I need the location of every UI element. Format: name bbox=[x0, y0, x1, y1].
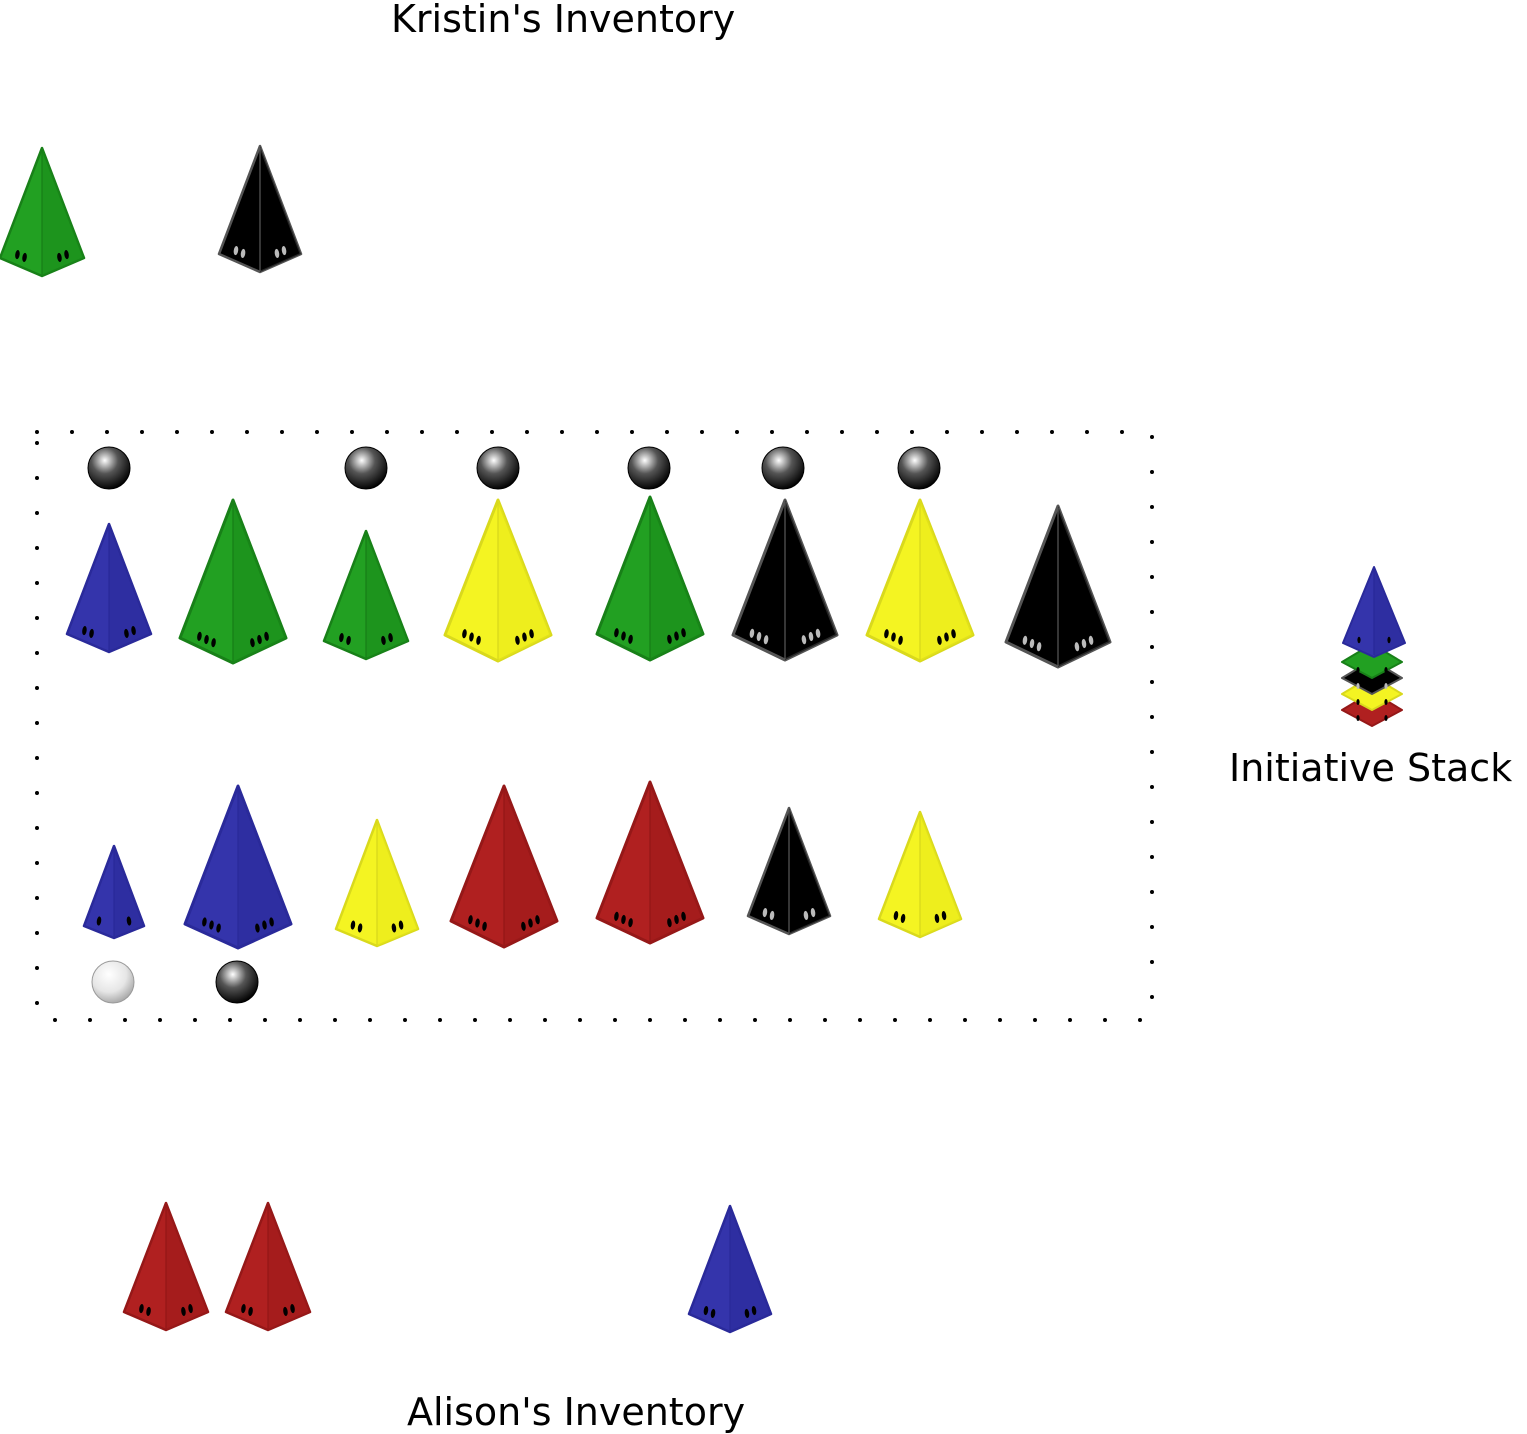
yellow-pyramid-piece[interactable] bbox=[865, 498, 975, 663]
red-pyramid-piece[interactable] bbox=[122, 1201, 210, 1332]
black-pyramid-piece[interactable] bbox=[746, 806, 832, 936]
blue-pyramid-piece[interactable] bbox=[82, 844, 146, 940]
green-pyramid-piece[interactable] bbox=[595, 495, 705, 662]
yellow-pyramid-piece[interactable] bbox=[443, 498, 553, 663]
dark-marker-ball[interactable] bbox=[476, 446, 520, 490]
dark-marker-ball[interactable] bbox=[215, 960, 259, 1004]
blue-pyramid-piece[interactable] bbox=[687, 1204, 773, 1334]
initiative-stack-label: Initiative Stack bbox=[1229, 746, 1513, 790]
initiative-stack[interactable] bbox=[1341, 566, 1406, 727]
yellow-pyramid-piece[interactable] bbox=[877, 810, 963, 939]
kristin-inventory-label: Kristin's Inventory bbox=[391, 0, 736, 41]
green-pyramid-piece[interactable] bbox=[322, 529, 410, 661]
green-pyramid-piece[interactable] bbox=[0, 146, 86, 278]
blue-stack-piece[interactable] bbox=[1342, 566, 1406, 658]
green-pyramid-piece[interactable] bbox=[178, 498, 288, 665]
dark-marker-ball[interactable] bbox=[761, 446, 805, 490]
blue-pyramid-piece[interactable] bbox=[65, 522, 153, 654]
red-pyramid-piece[interactable] bbox=[224, 1201, 312, 1332]
dark-marker-ball[interactable] bbox=[344, 446, 388, 490]
black-pyramid-piece[interactable] bbox=[731, 498, 839, 662]
red-pyramid-piece[interactable] bbox=[449, 784, 559, 949]
red-pyramid-piece[interactable] bbox=[595, 780, 705, 945]
black-pyramid-piece[interactable] bbox=[1004, 504, 1112, 669]
yellow-pyramid-piece[interactable] bbox=[334, 818, 420, 948]
dark-marker-ball[interactable] bbox=[87, 446, 131, 490]
dark-marker-ball[interactable] bbox=[897, 446, 941, 490]
black-pyramid-piece[interactable] bbox=[217, 144, 303, 274]
alison-inventory-label: Alison's Inventory bbox=[407, 1390, 746, 1434]
light-marker-ball[interactable] bbox=[91, 960, 135, 1004]
dark-marker-ball[interactable] bbox=[627, 446, 671, 490]
blue-pyramid-piece[interactable] bbox=[183, 784, 293, 950]
